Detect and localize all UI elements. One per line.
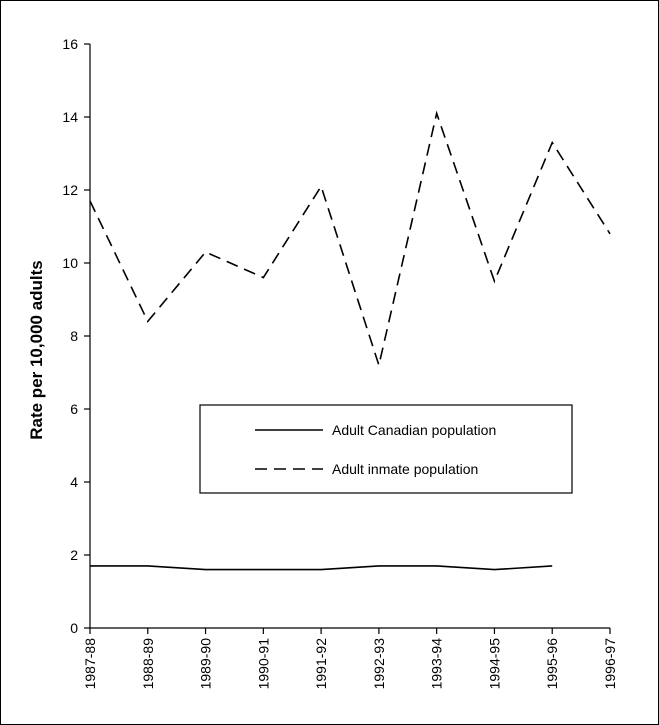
x-tick-label: 1988-89 bbox=[140, 638, 156, 690]
x-tick-label: 1995-96 bbox=[544, 638, 560, 690]
x-tick-label: 1994-95 bbox=[486, 638, 502, 690]
series-line-canadian bbox=[90, 565, 553, 571]
x-tick-label: 1989-90 bbox=[198, 638, 214, 690]
y-tick-label: 8 bbox=[70, 328, 78, 344]
y-tick-label: 4 bbox=[70, 474, 78, 490]
series-layer bbox=[89, 110, 611, 571]
y-tick-label: 6 bbox=[70, 401, 78, 417]
y-tick-label: 16 bbox=[62, 36, 78, 52]
y-tick-label: 14 bbox=[62, 109, 78, 125]
x-tick-label: 1992-93 bbox=[371, 638, 387, 690]
legend-label-inmate: Adult inmate population bbox=[332, 461, 478, 477]
x-tick-label: 1996-97 bbox=[602, 638, 618, 690]
legend: Adult Canadian population Adult inmate p… bbox=[199, 404, 573, 494]
y-tick-label: 10 bbox=[62, 255, 78, 271]
x-tick-label: 1991-92 bbox=[313, 638, 329, 690]
legend-box bbox=[199, 404, 573, 494]
y-axis: 0 2 4 6 8 10 12 14 16 bbox=[62, 36, 91, 636]
x-tick-label: 1987-88 bbox=[82, 638, 98, 690]
y-tick-label: 12 bbox=[62, 182, 78, 198]
x-tick-label: 1990-91 bbox=[255, 638, 271, 690]
series-line-inmate bbox=[89, 110, 611, 369]
legend-label-canadian: Adult Canadian population bbox=[332, 422, 496, 438]
y-tick-label: 0 bbox=[70, 620, 78, 636]
y-axis-label: Rate per 10,000 adults bbox=[27, 260, 46, 440]
y-tick-label: 2 bbox=[70, 547, 78, 563]
x-tick-label: 1993-94 bbox=[429, 638, 445, 690]
x-axis: 1987-88 1988-89 1989-90 1990-91 1991-92 1992-… bbox=[82, 627, 618, 690]
